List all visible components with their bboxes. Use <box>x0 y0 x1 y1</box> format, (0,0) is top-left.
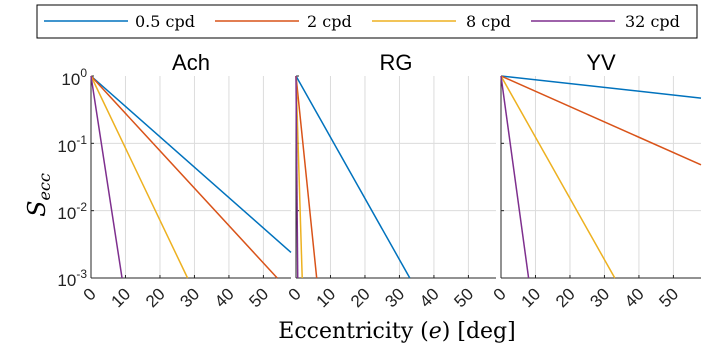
y-axis-label: Secc <box>23 173 54 217</box>
legend-label-0-5-cpd: 0.5 cpd <box>135 12 195 31</box>
legend-label-2-cpd: 2 cpd <box>307 12 352 31</box>
panel-yv: 0 10 20 30 40 50 YV <box>490 50 702 311</box>
x-tick-label-yv-40: 40 <box>621 284 648 311</box>
plot-area-rg <box>296 76 496 278</box>
x-tick-label-rg-30: 30 <box>381 284 408 311</box>
legend-label-8-cpd: 8 cpd <box>466 12 511 31</box>
series-ach-0-5-cpd-line <box>90 75 292 253</box>
y-tick-label-0-001: 10-3 <box>57 267 87 290</box>
plot-area-yv <box>501 76 701 278</box>
x-tick-label-rg-0: 0 <box>285 284 305 304</box>
series-rg-0-5-cpd-line <box>295 75 411 279</box>
x-tick-label-ach-30: 30 <box>176 284 203 311</box>
x-tick-label-rg-50: 50 <box>450 284 477 311</box>
y-tick-label-1: 100 <box>61 66 87 89</box>
x-tick-label-rg-40: 40 <box>416 284 443 311</box>
x-tick-label-yv-10: 10 <box>517 284 544 311</box>
x-axis-label: Eccentricity (e) [deg] <box>278 319 515 344</box>
series-rg-2-cpd-line <box>295 75 318 279</box>
series-yv-2-cpd-line <box>500 75 702 166</box>
x-tick-label-yv-50: 50 <box>655 284 682 311</box>
x-tick-label-yv-30: 30 <box>586 284 613 311</box>
x-tick-label-ach-0: 0 <box>80 284 100 304</box>
x-tick-label-yv-0: 0 <box>490 284 510 304</box>
series-yv-0-5-cpd-line <box>500 75 702 99</box>
panel-title-yv: YV <box>586 50 616 75</box>
x-tick-label-rg-20: 20 <box>347 284 374 311</box>
series-ach-32-cpd-line <box>90 75 123 279</box>
panel-title-rg: RG <box>380 50 413 75</box>
series-ach-2-cpd-line <box>90 75 278 279</box>
panel-title-ach: Ach <box>172 50 210 75</box>
legend-label-32-cpd: 32 cpd <box>625 12 680 31</box>
x-tick-label-rg-10: 10 <box>312 284 339 311</box>
series-ach-8-cpd-line <box>90 75 189 279</box>
y-tick-label-0-1: 10-1 <box>57 133 87 156</box>
plot-area-ach <box>91 76 291 278</box>
x-tick-label-ach-20: 20 <box>142 284 169 311</box>
y-tick-labels: 100 10-1 10-2 10-3 <box>57 66 87 290</box>
x-tick-label-yv-20: 20 <box>552 284 579 311</box>
panels: 0 10 20 30 40 50 Ach 0 10 20 30 40 50 RG 0 10 20 30 40 50 YV <box>80 50 702 311</box>
series-yv-8-cpd-line <box>500 75 616 279</box>
panel-ach: 0 10 20 30 40 50 Ach <box>80 50 292 311</box>
x-tick-label-ach-10: 10 <box>107 284 134 311</box>
legend: 0.5 cpd 2 cpd 8 cpd 32 cpd <box>36 4 698 39</box>
series-rg-32-cpd-line <box>295 75 299 279</box>
series-yv-32-cpd-line <box>500 75 530 279</box>
x-tick-label-ach-50: 50 <box>245 284 272 311</box>
y-tick-label-0-01: 10-2 <box>57 200 87 223</box>
panel-rg: 0 10 20 30 40 50 RG <box>285 50 496 311</box>
x-tick-label-ach-40: 40 <box>211 284 238 311</box>
